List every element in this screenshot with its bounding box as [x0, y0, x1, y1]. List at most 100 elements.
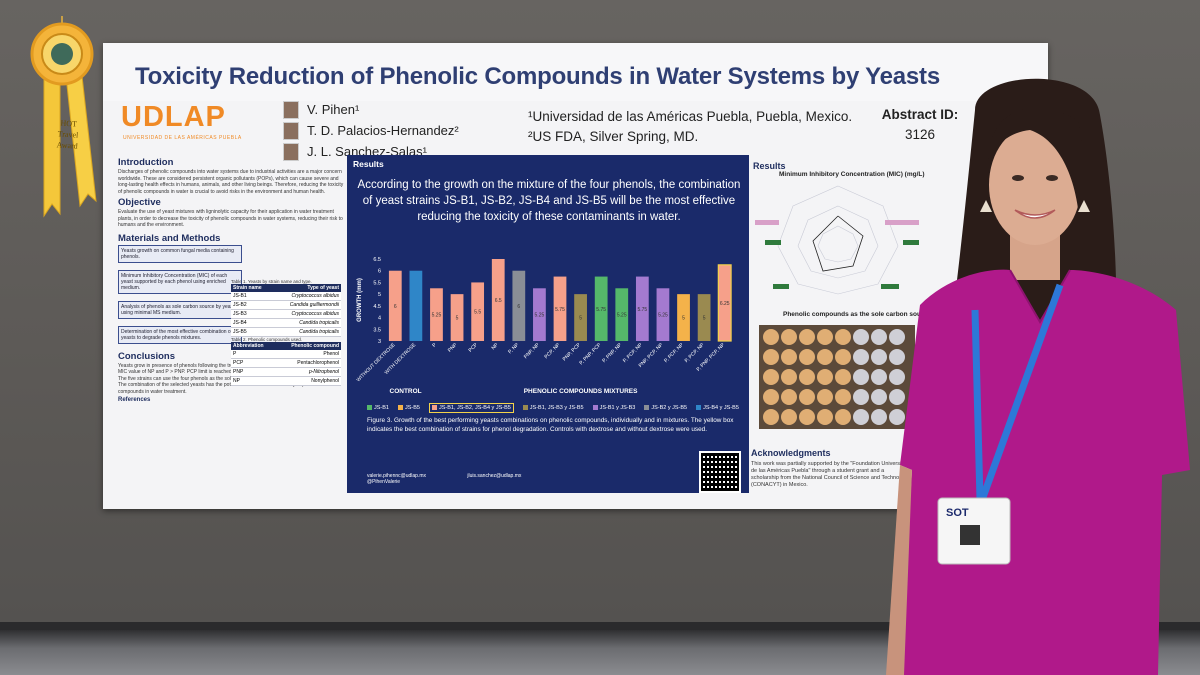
table-row: P Phenol — [231, 350, 341, 359]
y-tick-label: 3 — [378, 339, 381, 345]
y-tick-label: 6 — [378, 269, 381, 275]
introduction-heading: Introduction — [118, 157, 174, 168]
references-heading: References — [118, 397, 151, 403]
objective-heading: Objective — [118, 197, 161, 208]
legend-item: JS-B1, JS-B2, JS-B4 y JS-B5 — [428, 403, 514, 413]
bar — [574, 294, 587, 341]
affiliation: ¹Universidad de las Américas Puebla, Pue… — [528, 109, 853, 124]
legend-item: JS-B1 — [367, 405, 389, 411]
bar-value-label: 5 — [456, 316, 459, 322]
table-row: JS-B4 Candida tropicalis — [231, 319, 341, 328]
legend-swatch — [696, 405, 702, 411]
sole-carbon-title: Phenolic compounds as the sole carbon so… — [783, 311, 931, 318]
legend-swatch — [431, 405, 437, 411]
table-row: JS-B3 Cryptococcus albidus — [231, 310, 341, 319]
bar — [615, 288, 629, 341]
conclusion-item: The combination of the selected yeasts h… — [118, 382, 321, 395]
udlap-logo: UDLAP — [121, 101, 226, 133]
legend-label: JS-B1, JS-B2, JS-B4 y JS-B5 — [438, 405, 511, 411]
wall-base — [0, 622, 1200, 632]
plate-well — [817, 389, 833, 405]
x-tick-label: NP — [490, 342, 500, 352]
bar — [533, 288, 546, 341]
plate-well — [781, 329, 797, 345]
acknowledgments-heading: Acknowledgments — [751, 448, 831, 458]
legend-label: JS-B5 — [404, 405, 420, 411]
plate-well — [763, 409, 779, 425]
x-tick-label: WITHOUT DEXTROSE — [356, 342, 398, 384]
table-header: Abbreviation Phenolic compound — [231, 342, 341, 350]
results-heading: Results — [753, 161, 786, 171]
author-list: V. Pihen¹ T. D. Palacios-Hernandez² J. L… — [283, 99, 513, 162]
y-tick-label: 3.5 — [373, 327, 381, 333]
bar-value-label: 5.25 — [658, 313, 668, 319]
plate-well — [799, 369, 815, 385]
bar-value-label: 6.25 — [720, 301, 730, 307]
plate-well — [871, 329, 887, 345]
x-tick-label: P, PNP, NP — [601, 342, 623, 364]
y-axis-label: GROWTH (mm) — [357, 278, 363, 322]
plate-well — [799, 329, 815, 345]
method-step: Analysis of phenols as sole carbon sourc… — [118, 300, 242, 319]
affiliations: ¹Universidad de las Américas Puebla, Pue… — [528, 107, 852, 147]
plate-well — [889, 369, 905, 385]
group-label: CONTROL — [390, 388, 422, 395]
bar — [491, 259, 505, 341]
conclusion-item: The five strains can use the four phenol… — [118, 375, 269, 382]
plate-well — [835, 409, 851, 425]
contact-email: jluis.sanchez@udlap.mx — [467, 473, 522, 479]
bar — [471, 282, 485, 341]
plate-well — [853, 349, 869, 365]
ribbon-label: HOT Travel Award — [56, 118, 79, 151]
plate-well — [799, 349, 815, 365]
introduction-text: Discharges of phenolic compounds into wa… — [118, 169, 344, 195]
bar-value-label: 5 — [579, 316, 582, 322]
plate-well — [799, 389, 815, 405]
bar — [635, 276, 649, 341]
udlap-logo-subtitle: UNIVERSIDAD DE LAS AMÉRICAS PUEBLA — [123, 135, 242, 141]
results-heading: Results — [353, 159, 384, 169]
legend-swatch — [367, 405, 372, 411]
y-tick-label: 5.5 — [373, 280, 381, 286]
plate-well — [817, 369, 833, 385]
x-tick-label: P, PNP, PCP — [578, 342, 603, 367]
qr-code-pattern — [701, 453, 739, 491]
twitter-handle: @PihenValerie — [367, 479, 401, 485]
chart-legend: JS-B1 JS-B5 JS-B1, JS-B2, JS-B4 y JS-B5 JS-… — [367, 403, 739, 413]
plate-well — [781, 409, 797, 425]
legend-label: JS-B1 — [374, 405, 389, 411]
table-row: JS-B2 Candida guilliermondii — [231, 301, 341, 310]
bar-value-label: 6 — [394, 304, 397, 310]
bar — [450, 294, 464, 341]
conclusion-item: Yeasts grow in presence of phenols follo… — [118, 362, 285, 369]
strain-table: Table 1. Yeasts by strain name and type.… — [231, 279, 341, 386]
bar-value-label: 6.5 — [495, 298, 502, 304]
plate-well — [889, 389, 905, 405]
plate-well — [871, 369, 887, 385]
bar — [430, 288, 443, 341]
left-column: Introduction Discharges of phenolic comp… — [118, 155, 346, 404]
x-tick-label: PNP, NP — [523, 342, 541, 360]
group-label: PHENOLIC COMPOUNDS MIXTURES — [524, 388, 638, 395]
bar-value-label: 5.75 — [637, 307, 647, 313]
objective-text: Evaluate the use of yeast mixtures with … — [118, 209, 343, 228]
method-step: Minimum Inhibitory Concentration (MIC) o… — [118, 269, 242, 294]
plate-well — [835, 369, 851, 385]
acknowledgments-text: This work was partially supported by the… — [751, 461, 911, 488]
plate-well — [835, 389, 851, 405]
table-row: PNP p-Nitrophenol — [231, 368, 341, 377]
legend-item: JS-B4 y JS-B5 — [696, 405, 739, 411]
table-row: NP Nonylphenol — [231, 377, 341, 386]
research-poster: Toxicity Reduction of Phenolic Compounds… — [103, 43, 1048, 509]
presenter-person: SOT — [886, 78, 1190, 675]
x-tick-label: PNP, PCP — [562, 342, 583, 363]
legend-swatch — [592, 405, 598, 411]
plate-well — [853, 369, 869, 385]
legend-item: JS-B5 — [397, 405, 420, 411]
plate-well — [889, 409, 905, 425]
x-tick-label: PCP — [468, 342, 480, 354]
bar-value-label: 5.5 — [474, 310, 481, 316]
bar-value-label: 5.25 — [535, 313, 545, 319]
poster-title: Toxicity Reduction of Phenolic Compounds… — [135, 63, 940, 90]
plate-well — [817, 349, 833, 365]
